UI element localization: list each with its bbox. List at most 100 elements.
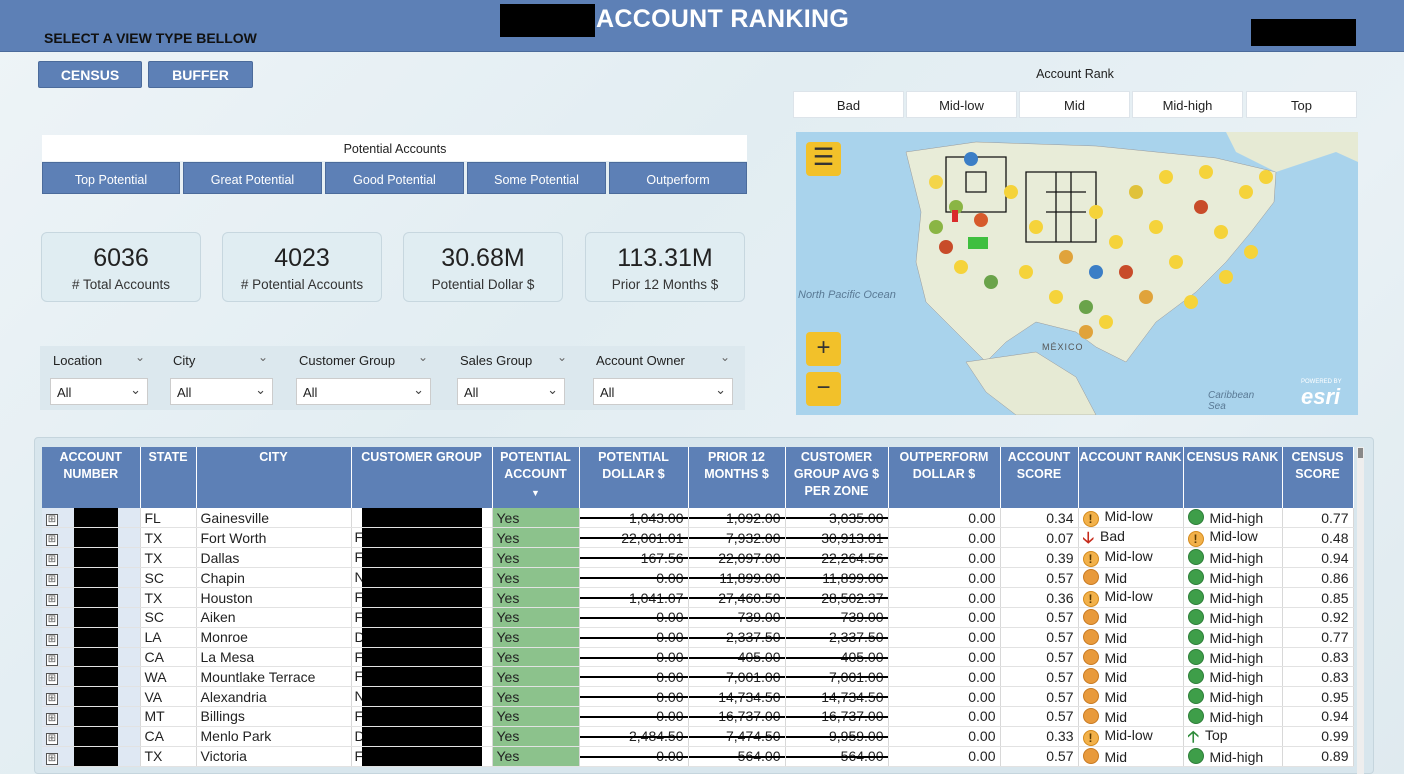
col-account-rank[interactable]: ACCOUNT RANK — [1078, 447, 1184, 508]
rank-option-mid[interactable]: Mid — [1019, 91, 1130, 118]
potential-option-great[interactable]: Great Potential — [183, 162, 322, 194]
redaction-strike — [579, 517, 687, 519]
account-map[interactable]: North Pacific Ocean MÉXICO Caribbean Sea… — [796, 132, 1358, 415]
expand-icon[interactable]: ⊞ — [46, 693, 58, 706]
table-row[interactable]: ⊞ TX Houston F Yes 1,041.07 27,460.50 28,502.37… — [42, 587, 1354, 609]
census-score-cell: 0.92 — [1282, 607, 1354, 628]
expand-icon[interactable]: ⊞ — [46, 732, 58, 745]
account-number-cell[interactable]: ⊞ — [42, 647, 141, 668]
col-group-avg[interactable]: CUSTOMER GROUP AVG $ PER ZONE — [785, 447, 889, 508]
chevron-down-icon[interactable]: ⌄ — [258, 350, 269, 364]
rank-option-top[interactable]: Top — [1246, 91, 1357, 118]
rank-option-mid-high[interactable]: Mid-high — [1132, 91, 1243, 118]
potential-option-good[interactable]: Good Potential — [325, 162, 464, 194]
chevron-down-icon[interactable]: ⌄ — [557, 350, 568, 364]
potential-option-some[interactable]: Some Potential — [467, 162, 606, 194]
table-row[interactable]: ⊞ LA Monroe D Yes 0.00 2,337.50 2,337.50 0.00 0.5… — [42, 627, 1354, 648]
col-census-rank[interactable]: CENSUS RANK — [1183, 447, 1283, 508]
col-customer-group[interactable]: CUSTOMER GROUP — [351, 447, 493, 508]
map-label-ocean: North Pacific Ocean — [798, 289, 896, 301]
menu-icon[interactable]: ☰ — [806, 142, 841, 176]
rank-option-mid-low[interactable]: Mid-low — [906, 91, 1017, 118]
customer-group-initial: F — [354, 668, 364, 685]
expand-icon[interactable]: ⊞ — [46, 613, 58, 626]
filter-account-owner-dropdown[interactable]: All ⌄ — [593, 378, 733, 405]
census-score-cell: 0.86 — [1282, 567, 1354, 589]
account-number-cell[interactable]: ⊞ — [42, 706, 141, 727]
account-number-cell[interactable]: ⊞ — [42, 527, 141, 549]
expand-icon[interactable]: ⊞ — [46, 554, 58, 567]
col-census-score[interactable]: CENSUS SCORE — [1282, 447, 1354, 508]
col-potential-account[interactable]: POTENTIAL ACCOUNT ▼ — [492, 447, 580, 508]
expand-icon[interactable]: ⊞ — [46, 673, 58, 686]
col-account-score[interactable]: ACCOUNT SCORE — [1000, 447, 1079, 508]
zoom-in-icon[interactable]: + — [806, 332, 841, 366]
table-row[interactable]: ⊞ SC Aiken F Yes 0.00 739.00 739.00 0.00 0.57 Mid M… — [42, 607, 1354, 628]
outperform-dollar-cell: 0.00 — [888, 746, 1001, 767]
account-number-cell[interactable]: ⊞ — [42, 547, 141, 569]
table-row[interactable]: ⊞ VA Alexandria N Yes 0.00 14,734.50 14,734.50 0… — [42, 686, 1354, 708]
customer-group-initial: N — [354, 569, 365, 586]
col-outperform-dollar[interactable]: OUTPERFORM DOLLAR $ — [888, 447, 1001, 508]
city-cell: Alexandria — [196, 686, 352, 708]
expand-icon[interactable]: ⊞ — [46, 633, 58, 646]
potential-accounts-panel — [42, 135, 747, 161]
table-scroll-thumb[interactable] — [1358, 448, 1363, 458]
table-row[interactable]: ⊞ TX Victoria F Yes 0.00 564.00 564.00 0.00 0.57 M… — [42, 746, 1354, 767]
expand-icon[interactable]: ⊞ — [46, 653, 58, 666]
expand-icon[interactable]: ⊞ — [46, 574, 58, 587]
redacted-account-number — [74, 568, 118, 587]
col-potential-dollar[interactable]: POTENTIAL DOLLAR $ — [579, 447, 689, 508]
chevron-down-icon[interactable]: ⌄ — [418, 350, 429, 364]
midhigh-status-icon — [1187, 648, 1204, 665]
table-row[interactable]: ⊞ FL Gainesville Yes 1,043.00 1,092.00 3,035.0… — [42, 508, 1354, 529]
table-row[interactable]: ⊞ CA Menlo Park D Yes 2,484.50 7,474.50 9,959.0… — [42, 726, 1354, 747]
zoom-out-icon[interactable]: − — [806, 372, 841, 406]
account-number-cell[interactable]: ⊞ — [42, 726, 141, 747]
table-row[interactable]: ⊞ SC Chapin N Yes 0.00 11,899.00 11,899.00 0.00 0… — [42, 567, 1354, 589]
map-label-caribbean: Caribbean Sea — [1208, 390, 1255, 412]
table-scrollbar[interactable] — [1357, 447, 1364, 774]
filter-sales-group-dropdown[interactable]: All ⌄ — [457, 378, 565, 405]
census-button[interactable]: CENSUS — [38, 61, 142, 88]
group-avg-cell: 11,899.00 — [785, 567, 889, 589]
col-account-number[interactable]: ACCOUNT NUMBER — [42, 447, 141, 508]
potential-option-outperform[interactable]: Outperform — [609, 162, 747, 194]
col-city[interactable]: CITY — [196, 447, 352, 508]
account-number-cell[interactable]: ⊞ — [42, 587, 141, 609]
expand-icon[interactable]: ⊞ — [46, 514, 58, 527]
account-number-cell[interactable]: ⊞ — [42, 686, 141, 708]
col-state[interactable]: STATE — [140, 447, 197, 508]
table-row[interactable]: ⊞ CA La Mesa F Yes 0.00 405.00 405.00 0.00 0.57 Mi… — [42, 647, 1354, 668]
sort-desc-icon: ▼ — [531, 488, 540, 498]
rank-text: Bad — [1100, 528, 1125, 545]
filter-city-dropdown[interactable]: All ⌄ — [170, 378, 273, 405]
account-rank-cell: Mid — [1078, 567, 1184, 589]
table-row[interactable]: ⊞ MT Billings F Yes 0.00 16,737.00 16,737.00 0.0… — [42, 706, 1354, 727]
account-number-cell[interactable]: ⊞ — [42, 666, 141, 688]
table-row[interactable]: ⊞ TX Dallas F Yes 167.56 22,097.00 22,264.56 0.0… — [42, 547, 1354, 569]
map-label-mexico: MÉXICO — [1042, 342, 1084, 352]
expand-icon[interactable]: ⊞ — [46, 752, 58, 765]
expand-icon[interactable]: ⊞ — [46, 712, 58, 725]
account-number-cell[interactable]: ⊞ — [42, 746, 141, 767]
account-number-cell[interactable]: ⊞ — [42, 508, 141, 529]
chevron-down-icon[interactable]: ⌄ — [720, 350, 731, 364]
filter-customer-group-dropdown[interactable]: All ⌄ — [296, 378, 431, 405]
chevron-down-icon[interactable]: ⌄ — [135, 350, 146, 364]
rank-option-bad[interactable]: Bad — [793, 91, 904, 118]
expand-icon[interactable]: ⊞ — [46, 534, 58, 547]
census-score-cell: 0.99 — [1282, 726, 1354, 747]
account-number-cell[interactable]: ⊞ — [42, 607, 141, 628]
buffer-button[interactable]: BUFFER — [148, 61, 253, 88]
expand-icon[interactable]: ⊞ — [46, 594, 58, 607]
table-row[interactable]: ⊞ WA Mountlake Terrace F Yes 0.00 7,001.00 7,00… — [42, 666, 1354, 688]
filter-location-dropdown[interactable]: All ⌄ — [50, 378, 148, 405]
prior-12-months-cell: 1,092.00 — [688, 508, 786, 529]
potential-option-top[interactable]: Top Potential — [42, 162, 180, 194]
col-prior-12-months[interactable]: PRIOR 12 MONTHS $ — [688, 447, 786, 508]
account-number-cell[interactable]: ⊞ — [42, 567, 141, 589]
account-number-cell[interactable]: ⊞ — [42, 627, 141, 648]
redacted-customer-group — [361, 746, 482, 766]
table-row[interactable]: ⊞ TX Fort Worth F Yes 22,001.01 7,932.00 30,913… — [42, 527, 1354, 549]
